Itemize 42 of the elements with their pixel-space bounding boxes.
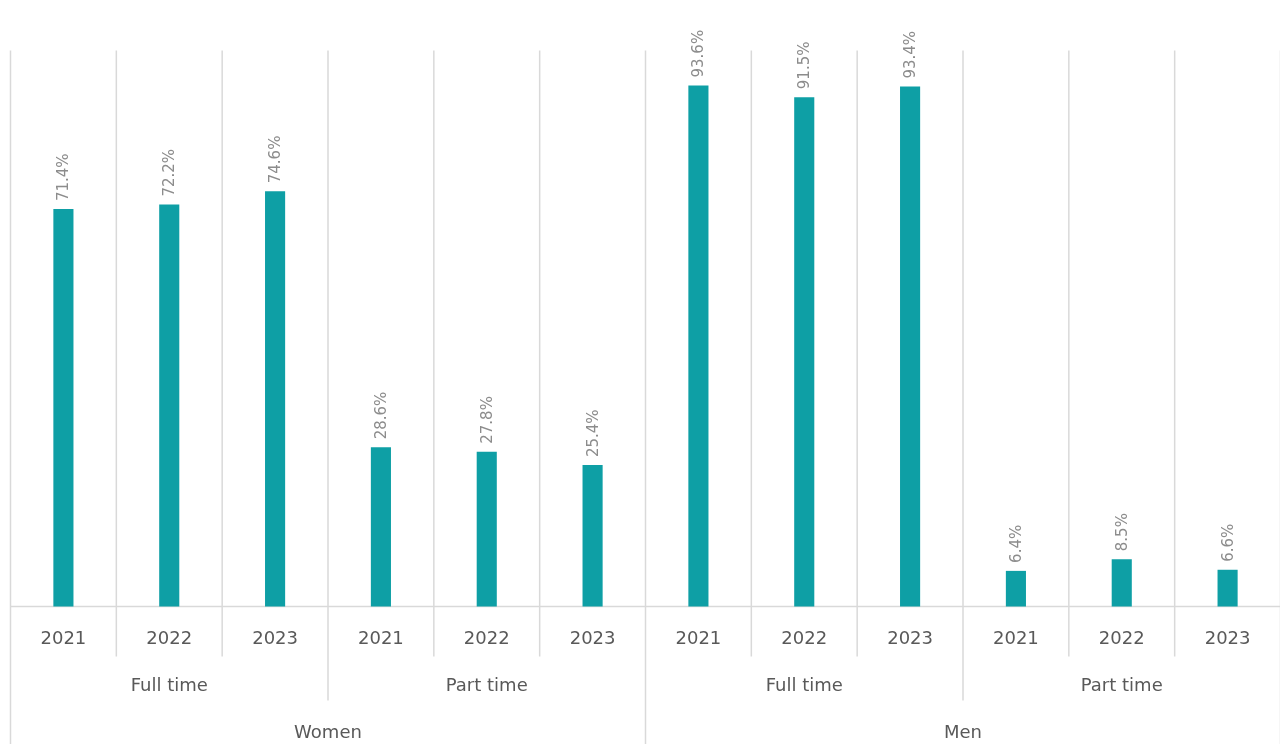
text: Men [943,721,983,742]
x-tick-label: 2022 [1098,627,1145,648]
x-tick-label: 2021 [40,627,87,648]
bar [53,209,74,607]
bar [900,86,921,607]
x-tick-label: 2023 [569,627,616,648]
data-label: 25.4% [583,409,602,458]
x-tick-label: 2023 [887,627,933,648]
x-tick-label: 2023 [252,627,298,648]
x-tick-label: 2021 [675,627,722,648]
data-label: 8.5% [1112,513,1131,552]
bar [159,204,180,607]
bar [1111,559,1132,607]
data-label: 71.4% [54,153,73,202]
bar [265,191,286,607]
bar [1005,570,1026,607]
x-tick-label: 2021 [993,627,1039,648]
bar [370,447,391,607]
x-tick-label: 2022 [463,627,510,648]
bar [582,465,603,607]
data-label: 93.4% [901,30,920,79]
x-tick-label: 2022 [781,627,828,648]
data-label: 91.5% [795,41,814,90]
x-tick-label: 2021 [358,627,404,648]
text: Full time [765,674,843,695]
data-label: 6.6% [1218,523,1237,562]
data-label: 6.4% [1006,524,1025,563]
text: Full time [130,674,208,695]
bar [688,85,709,607]
text: Women [294,721,362,742]
bar [476,451,497,607]
data-label: 74.6% [266,135,285,184]
data-label: 27.8% [477,396,496,444]
bar [1217,569,1238,607]
data-label: 28.6% [371,391,390,440]
bar [794,97,815,607]
x-tick-label: 2023 [1204,627,1251,648]
text: Part time [445,674,528,695]
data-label: 93.6% [689,29,708,78]
x-tick-label: 2022 [146,627,193,648]
data-label: 72.2% [160,148,179,197]
text: Part time [1080,674,1163,695]
